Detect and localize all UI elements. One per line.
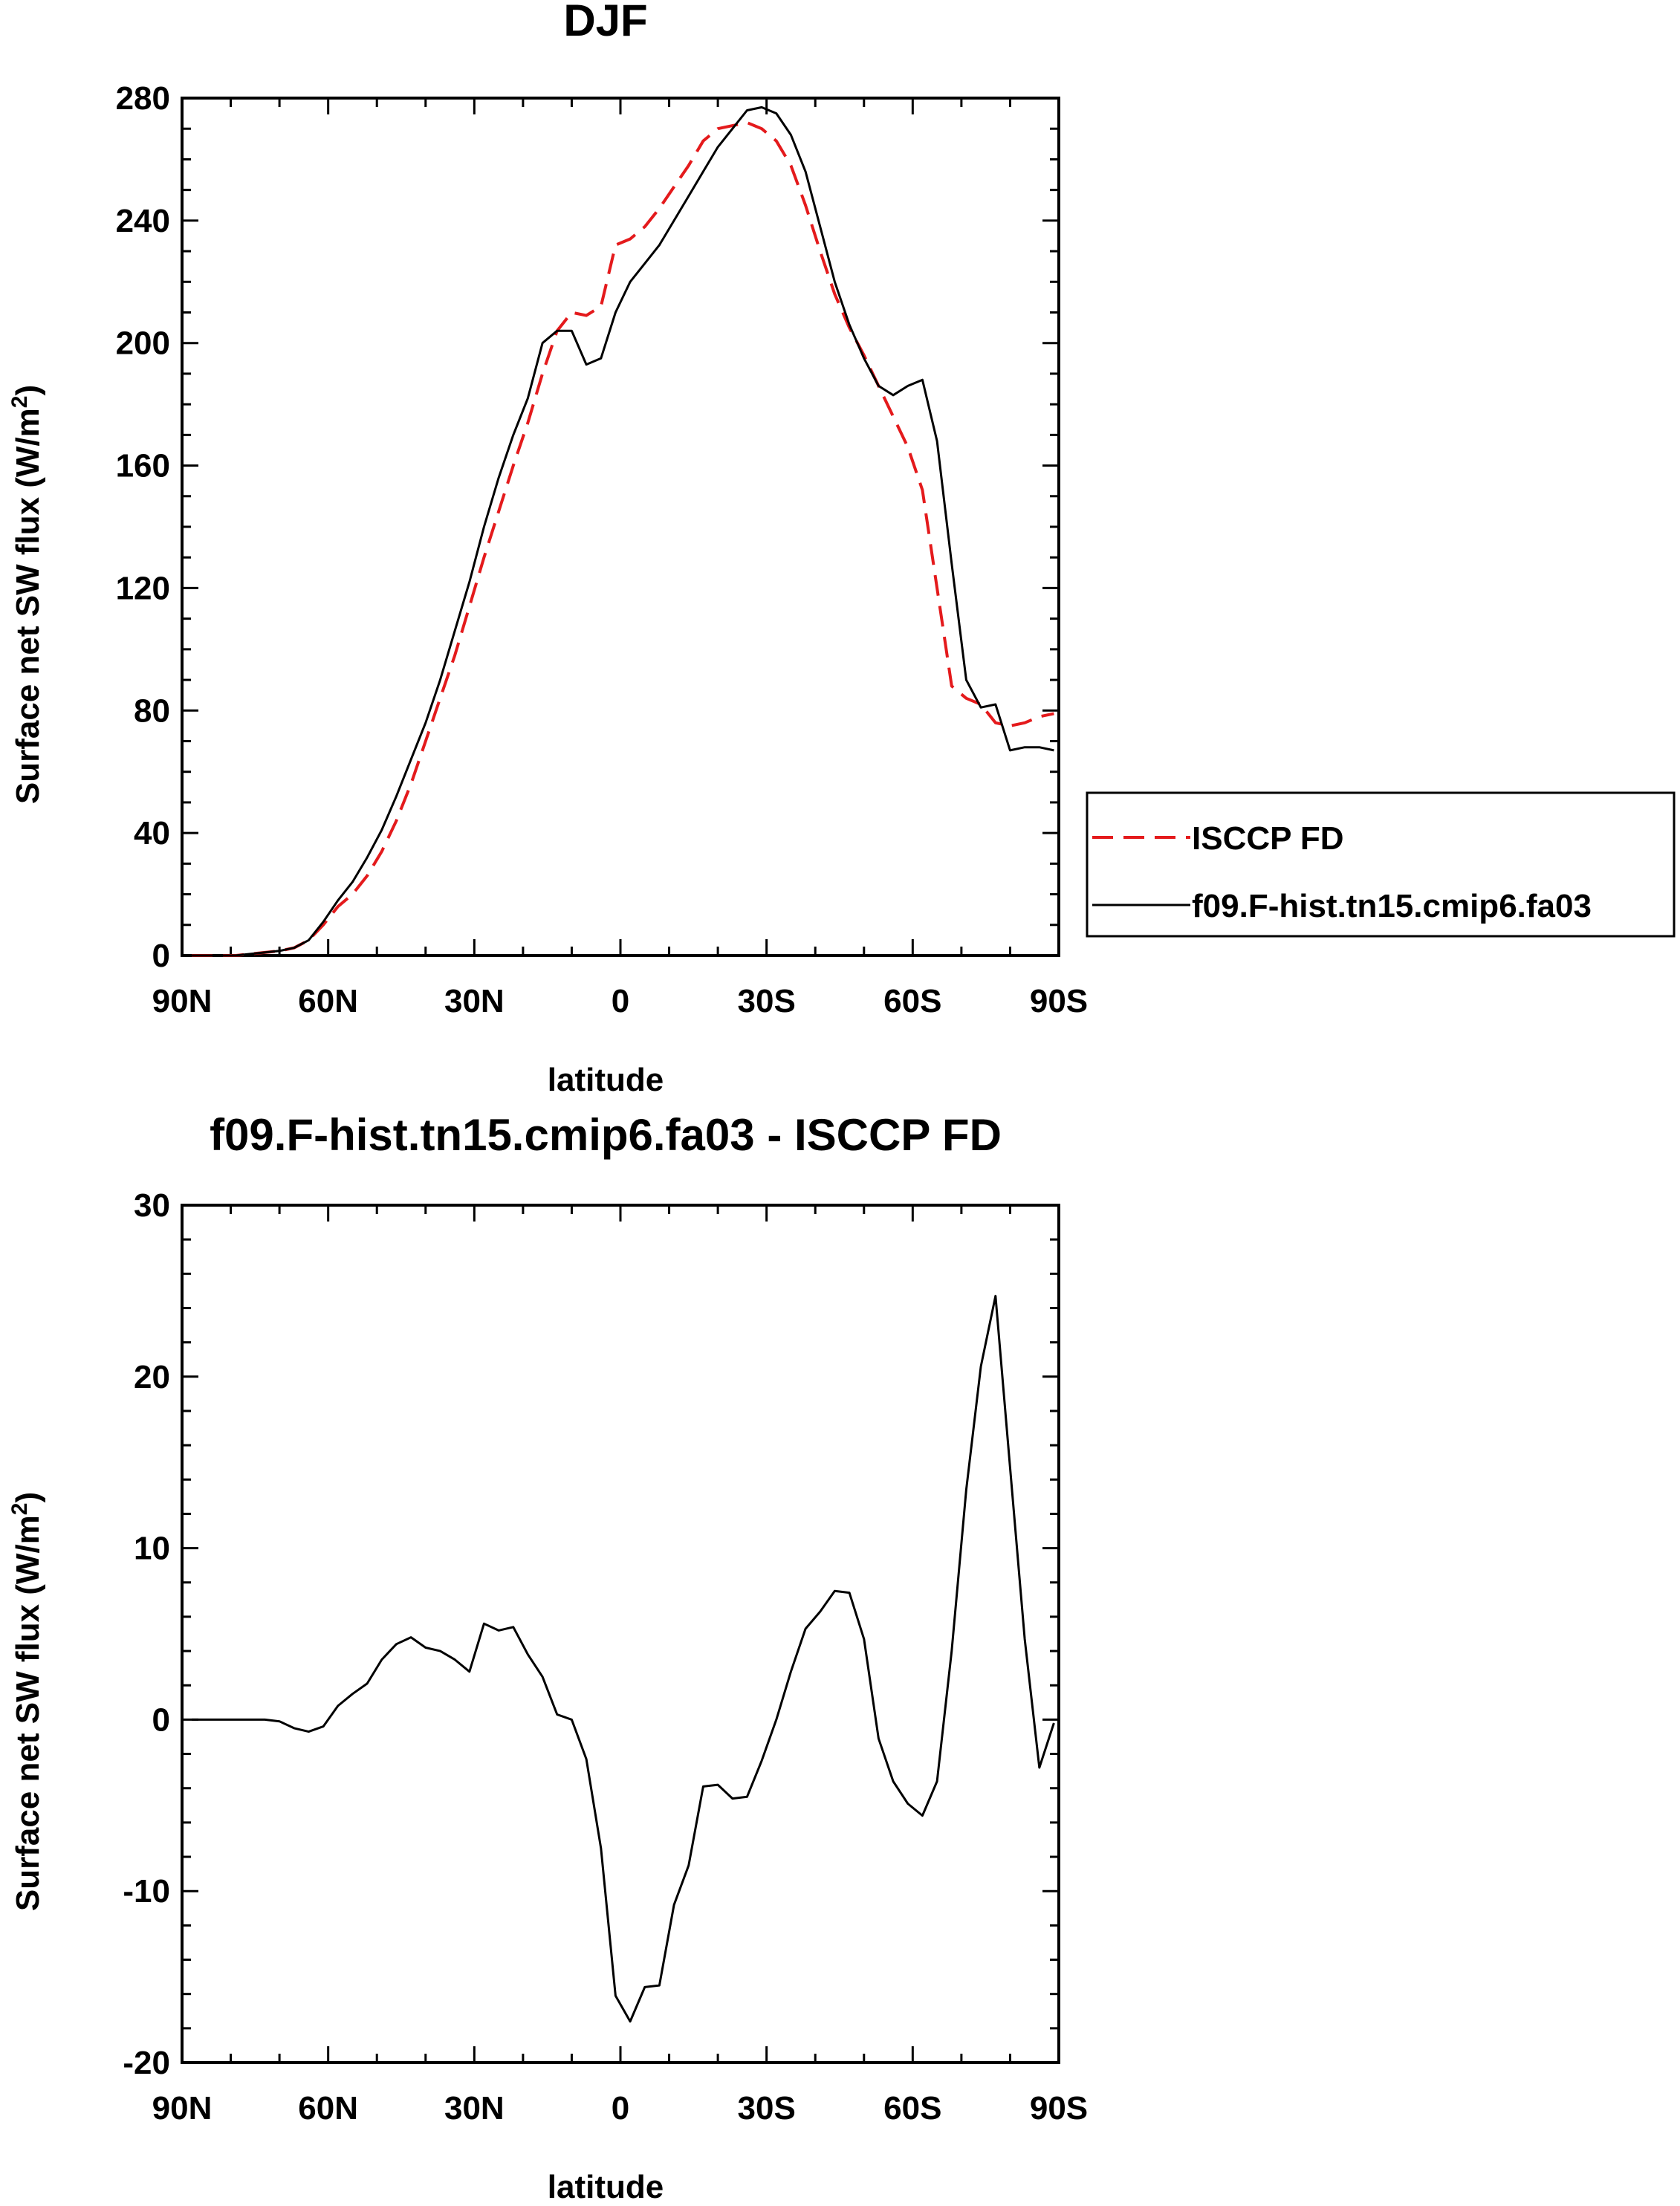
y-tick-label: 240 [116, 203, 170, 239]
panel-difference: f09.F-hist.tn15.cmip6.fa03 - ISCCP FD 90… [7, 1110, 1088, 2205]
legend-box [1086, 791, 1676, 938]
x-tick-label: 30N [444, 2090, 505, 2126]
x-tick-label: 60N [298, 2090, 358, 2126]
plot-area: 90N 60N 30N 0 30S 60S 90S -20 -10 0 10 20 30 [123, 1187, 1088, 2126]
y-tick-label: 160 [116, 448, 170, 484]
x-tick-label: 90N [152, 2090, 213, 2126]
x-tick-label: 60S [883, 2090, 941, 2126]
legend-label-isccp: ISCCP FD [1192, 820, 1344, 857]
y-tick-label: 0 [152, 1701, 170, 1738]
y-axis-label-text: Surface net SW flux (W/m [10, 1515, 46, 1911]
x-tick-label: 60N [298, 983, 358, 1019]
x-axis-label: latitude [548, 1062, 664, 1098]
y-axis-label: Surface net SW flux (W/m2) [7, 1492, 46, 1911]
y-tick-label: 80 [134, 692, 170, 729]
x-tick-label: 60S [883, 983, 941, 1019]
y-axis-label-suffix: ) [10, 1492, 46, 1503]
plot-area: 90N 60N 30N 0 30S 60S 90S 0 40 80 120 160 200 240 280 [116, 80, 1089, 1019]
x-tick-label: 0 [612, 983, 629, 1019]
y-tick-label: 30 [134, 1187, 170, 1224]
panel-djf: DJF 90N 60N 30N 0 30S 60S 90S 0 40 80 120 160 200 240… [7, 0, 1676, 1098]
y-axis-label-superscript: 2 [7, 1503, 32, 1516]
x-axis-label: latitude [548, 2169, 664, 2205]
y-tick-label: -10 [123, 1873, 170, 1910]
y-axis-label-superscript: 2 [7, 396, 32, 409]
legend: ISCCP FD f09.F-hist.tn15.cmip6.fa03 [1086, 791, 1676, 938]
y-axis-label-text: Surface net SW flux (W/m [10, 408, 46, 804]
x-tick-label: 0 [612, 2090, 629, 2126]
y-tick-label: 280 [116, 80, 170, 117]
y-axis-label-suffix: ) [10, 385, 46, 396]
series-line-1 [192, 1294, 1055, 2023]
y-tick-label: 40 [134, 815, 170, 851]
plot-frame [181, 1204, 1060, 2064]
y-tick-label: 200 [116, 325, 170, 362]
y-axis-label: Surface net SW flux (W/m2) [7, 385, 46, 804]
x-tick-label: 90N [152, 983, 213, 1019]
chart-title: f09.F-hist.tn15.cmip6.fa03 - ISCCP FD [210, 1110, 1002, 1160]
series-line-1 [192, 121, 1054, 957]
y-tick-label: -20 [123, 2045, 170, 2081]
x-tick-label: 90S [1030, 2090, 1088, 2126]
x-tick-label: 30S [738, 983, 796, 1019]
series-line-2 [192, 106, 1054, 957]
x-tick-label: 90S [1030, 983, 1088, 1019]
legend-label-model: f09.F-hist.tn15.cmip6.fa03 [1192, 888, 1592, 924]
y-tick-label: 120 [116, 570, 170, 606]
y-tick-label: 20 [134, 1359, 170, 1395]
chart-title: DJF [563, 0, 647, 45]
x-tick-label: 30N [444, 983, 505, 1019]
x-tick-label: 30S [738, 2090, 796, 2126]
y-tick-label: 0 [152, 938, 170, 974]
y-tick-label: 10 [134, 1531, 170, 1567]
